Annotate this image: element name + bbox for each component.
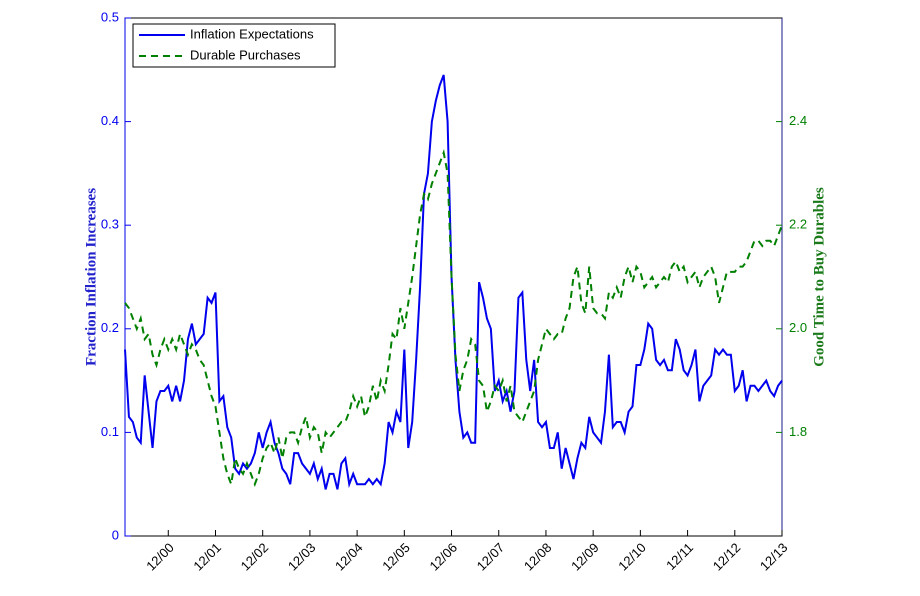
x-tick-label: 12/04 (332, 540, 366, 574)
legend-label: Durable Purchases (190, 47, 301, 62)
x-tick-label: 12/09 (568, 540, 602, 574)
y-tick-label: 0.5 (101, 9, 119, 24)
x-tick-label: 12/13 (757, 540, 791, 574)
y2-tick-label: 2.0 (789, 320, 807, 335)
x-tick-label: 12/05 (379, 540, 413, 574)
y2-tick-label: 2.2 (789, 217, 807, 232)
y-tick-label: 0.4 (101, 113, 119, 128)
y-tick-label: 0 (112, 527, 119, 542)
y-tick-label: 0.2 (101, 320, 119, 335)
x-tick-label: 12/03 (285, 540, 319, 574)
x-tick-label: 12/12 (710, 540, 744, 574)
y-axis-label: Fraction Inflation Increases (83, 188, 99, 366)
series-line (124, 74, 783, 490)
y-tick-label: 0.3 (101, 217, 119, 232)
x-tick-label: 12/10 (615, 540, 649, 574)
y2-tick-label: 1.8 (789, 424, 807, 439)
legend-label: Inflation Expectations (190, 26, 314, 41)
x-tick-label: 12/02 (238, 540, 272, 574)
series-line (124, 149, 783, 489)
y2-tick-label: 2.4 (789, 113, 807, 128)
y2-axis-label: Good Time to Buy Durables (811, 187, 827, 367)
x-tick-label: 12/06 (426, 540, 460, 574)
x-tick-label: 12/00 (143, 540, 177, 574)
y-tick-label: 0.1 (101, 424, 119, 439)
x-tick-label: 12/08 (521, 540, 555, 574)
legend-box (132, 23, 336, 68)
x-tick-label: 12/01 (190, 540, 224, 574)
x-tick-label: 12/07 (474, 540, 508, 574)
x-tick-label: 12/11 (663, 540, 696, 573)
